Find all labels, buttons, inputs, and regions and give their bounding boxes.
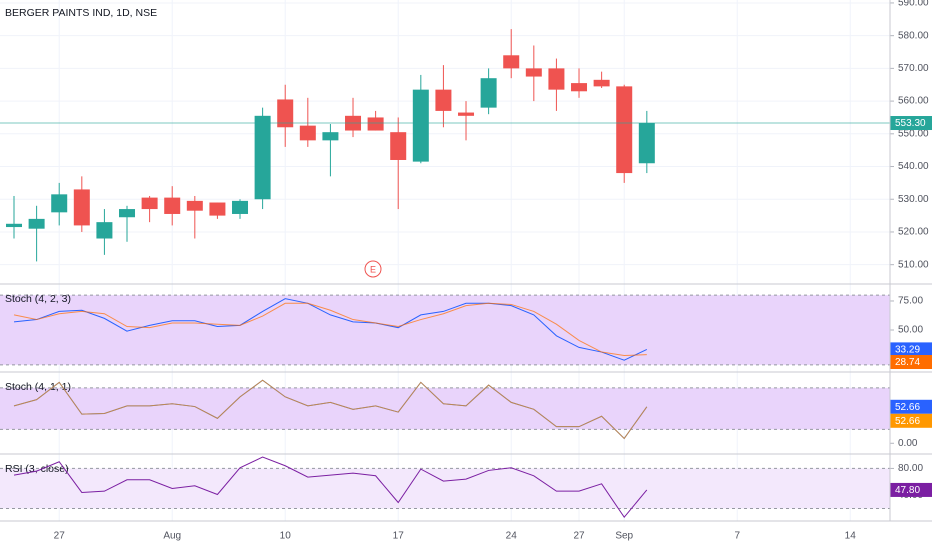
- candle-body: [435, 89, 452, 111]
- last-value-box: [890, 342, 932, 357]
- band-fill: [0, 387, 890, 430]
- pane-title: Stoch (4, 1, 1): [5, 381, 71, 393]
- y-tick-label: 560.00: [898, 96, 929, 107]
- candle-body: [96, 222, 113, 239]
- pane-title: Stoch (4, 2, 3): [5, 293, 71, 305]
- candle-body: [458, 112, 475, 116]
- candle-body: [6, 223, 23, 228]
- last-value-label: 28.74: [895, 357, 920, 368]
- y-tick-label: 50.00: [898, 325, 923, 336]
- candle-body: [164, 197, 181, 214]
- candle-body: [571, 83, 588, 92]
- y-tick-label: 540.00: [898, 161, 929, 172]
- y-tick-label: 520.00: [898, 227, 929, 238]
- candle-body: [480, 78, 497, 108]
- x-tick-label: 14: [845, 531, 857, 542]
- candle-body: [638, 123, 655, 164]
- indicator-line: [13, 456, 648, 519]
- y-tick-label: 80.00: [898, 463, 923, 474]
- indicator-line: [13, 302, 647, 357]
- candle-body: [299, 125, 316, 141]
- last-value-box: [890, 116, 932, 131]
- y-tick-label: 570.00: [898, 63, 929, 74]
- y-tick-label: 510.00: [898, 259, 929, 270]
- band-fill: [0, 468, 890, 509]
- last-value-box: [890, 482, 932, 497]
- x-tick-label: 27: [54, 531, 66, 542]
- candle-body: [593, 79, 610, 87]
- candle-body: [51, 194, 68, 213]
- x-tick-label: Sep: [615, 531, 633, 542]
- candle-body: [28, 218, 45, 229]
- y-tick-label: 550.00: [898, 128, 929, 139]
- last-value-label: 52.66: [895, 416, 920, 427]
- candle-body: [209, 202, 226, 216]
- last-value-box: [890, 355, 932, 369]
- candle-body: [390, 132, 407, 160]
- band-fill: [0, 295, 890, 365]
- y-tick-label: 580.00: [898, 30, 929, 41]
- x-tick-label: 17: [393, 531, 405, 542]
- x-tick-label: Aug: [163, 531, 181, 542]
- pane-title: RSI (3, close): [5, 463, 69, 475]
- candle-body: [412, 89, 429, 162]
- candle-body: [254, 115, 271, 200]
- y-tick-label: 75.00: [898, 296, 923, 307]
- event-marker: [364, 260, 382, 278]
- x-tick-label: 24: [506, 531, 518, 542]
- candle-body: [525, 68, 542, 77]
- candle-body: [232, 200, 249, 214]
- indicator-line: [13, 298, 648, 361]
- y-tick-label: 530.00: [898, 194, 929, 205]
- last-value-label: 47.80: [895, 485, 920, 496]
- y-tick-label: 590.00: [898, 0, 929, 9]
- x-tick-label: 10: [280, 531, 292, 542]
- candle-body: [367, 117, 384, 131]
- last-value-label: 52.66: [895, 402, 920, 413]
- event-label: E: [370, 264, 376, 274]
- candle-body: [119, 209, 136, 218]
- y-tick-label: 0.00: [898, 438, 918, 449]
- last-value-label: 553.30: [895, 118, 926, 129]
- x-tick-label: 27: [573, 531, 585, 542]
- candle-body: [548, 68, 565, 90]
- candle-body: [186, 200, 203, 211]
- last-value-label: 33.29: [895, 345, 920, 356]
- candle-body: [616, 86, 633, 174]
- candle-body: [73, 189, 90, 226]
- candle-body: [141, 197, 158, 210]
- last-value-box: [890, 413, 932, 428]
- last-value-box: [890, 399, 932, 414]
- pane-title: BERGER PAINTS IND, 1D, NSE: [5, 7, 157, 19]
- candle-body: [503, 55, 520, 69]
- candle-body: [277, 99, 294, 128]
- candle-body: [322, 132, 339, 141]
- indicator-line: [13, 379, 648, 440]
- x-tick-label: 7: [734, 531, 740, 542]
